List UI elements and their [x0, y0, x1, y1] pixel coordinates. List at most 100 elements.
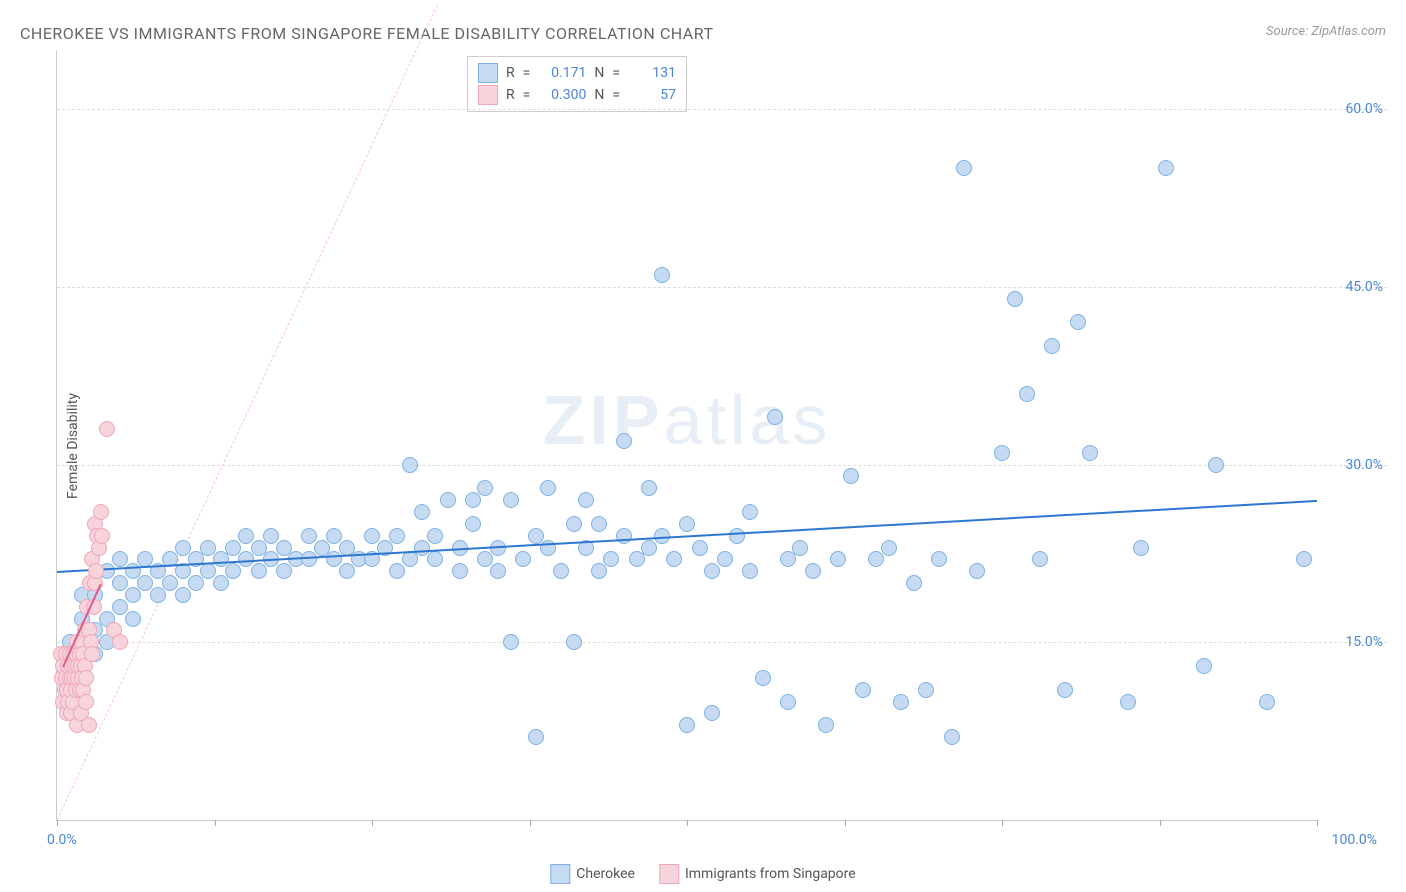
scatter-point	[440, 492, 456, 508]
scatter-point	[641, 480, 657, 496]
stat-n-val-1: 131	[628, 65, 676, 81]
scatter-point	[389, 563, 405, 579]
scatter-point	[1057, 682, 1073, 698]
scatter-point	[654, 267, 670, 283]
scatter-point	[818, 717, 834, 733]
swatch-singapore	[478, 85, 498, 105]
xlabel-max: 100.0%	[1332, 832, 1377, 848]
scatter-point	[188, 575, 204, 591]
chart-title: CHEROKEE VS IMMIGRANTS FROM SINGAPORE FE…	[20, 24, 714, 43]
scatter-point	[150, 587, 166, 603]
stat-r-val-2: 0.300	[538, 87, 586, 103]
stat-equals-3: =	[523, 87, 531, 103]
scatter-point	[540, 480, 556, 496]
scatter-point	[704, 705, 720, 721]
plot-area: ZIPatlas R = 0.171 N = 131 R = 0.300 N =…	[56, 50, 1317, 821]
scatter-point	[1070, 314, 1086, 330]
scatter-point	[225, 563, 241, 579]
scatter-point	[112, 634, 128, 650]
scatter-point	[780, 551, 796, 567]
xtick	[687, 820, 688, 826]
legend-label-cherokee: Cherokee	[576, 866, 635, 882]
stat-r-label: R	[506, 65, 515, 81]
scatter-point	[477, 480, 493, 496]
scatter-point	[805, 563, 821, 579]
stat-n-val-2: 57	[628, 87, 676, 103]
scatter-point	[1019, 386, 1035, 402]
scatter-point	[94, 528, 110, 544]
scatter-point	[339, 563, 355, 579]
scatter-point	[251, 563, 267, 579]
stat-equals-2: =	[612, 65, 620, 81]
xtick	[372, 820, 373, 826]
scatter-point	[717, 551, 733, 567]
watermark-bold: ZIP	[543, 381, 664, 459]
scatter-point	[1208, 457, 1224, 473]
scatter-point	[843, 468, 859, 484]
scatter-point	[490, 563, 506, 579]
scatter-point	[742, 563, 758, 579]
stat-r-val-1: 0.171	[538, 65, 586, 81]
scatter-point	[742, 504, 758, 520]
scatter-point	[1196, 658, 1212, 674]
scatter-point	[427, 551, 443, 567]
scatter-point	[427, 528, 443, 544]
scatter-point	[868, 551, 884, 567]
xlabel-min: 0.0%	[47, 832, 77, 848]
scatter-point	[591, 516, 607, 532]
scatter-point	[414, 504, 430, 520]
source-label: Source: ZipAtlas.com	[1266, 24, 1386, 39]
watermark-light: atlas	[664, 381, 832, 459]
scatter-point	[553, 563, 569, 579]
legend-item-singapore: Immigrants from Singapore	[659, 864, 856, 884]
scatter-point	[906, 575, 922, 591]
scatter-point	[692, 540, 708, 556]
scatter-point	[515, 551, 531, 567]
scatter-point	[792, 540, 808, 556]
stats-legend-box: R = 0.171 N = 131 R = 0.300 N = 57	[467, 56, 687, 112]
scatter-point	[1158, 160, 1174, 176]
legend-item-cherokee: Cherokee	[550, 864, 635, 884]
legend-swatch-cherokee	[550, 864, 570, 884]
stat-r-label-2: R	[506, 87, 515, 103]
scatter-point	[465, 516, 481, 532]
watermark: ZIPatlas	[543, 380, 832, 460]
scatter-point	[767, 409, 783, 425]
ytick-label: 60.0%	[1345, 101, 1383, 117]
xtick	[1160, 820, 1161, 826]
scatter-point	[566, 516, 582, 532]
scatter-point	[1296, 551, 1312, 567]
scatter-point	[276, 563, 292, 579]
ytick-label: 30.0%	[1345, 457, 1383, 473]
scatter-point	[1032, 551, 1048, 567]
scatter-point	[125, 587, 141, 603]
stat-n-label: N	[594, 65, 604, 81]
scatter-point	[503, 634, 519, 650]
stats-row-1: R = 0.171 N = 131	[478, 63, 676, 83]
scatter-point	[389, 528, 405, 544]
scatter-point	[944, 729, 960, 745]
scatter-point	[1120, 694, 1136, 710]
xtick	[530, 820, 531, 826]
scatter-point	[780, 694, 796, 710]
scatter-point	[1044, 338, 1060, 354]
xtick	[1317, 820, 1318, 826]
scatter-point	[578, 492, 594, 508]
scatter-point	[99, 421, 115, 437]
scatter-point	[566, 634, 582, 650]
scatter-point	[402, 551, 418, 567]
scatter-point	[729, 528, 745, 544]
scatter-point	[616, 433, 632, 449]
scatter-point	[93, 504, 109, 520]
scatter-point	[465, 492, 481, 508]
scatter-point	[881, 540, 897, 556]
xtick	[845, 820, 846, 826]
scatter-point	[1133, 540, 1149, 556]
scatter-point	[452, 563, 468, 579]
stats-row-2: R = 0.300 N = 57	[478, 85, 676, 105]
grid-line	[57, 109, 1387, 110]
scatter-point	[78, 670, 94, 686]
legend-swatch-singapore	[659, 864, 679, 884]
scatter-point	[88, 563, 104, 579]
grid-line	[57, 465, 1387, 466]
